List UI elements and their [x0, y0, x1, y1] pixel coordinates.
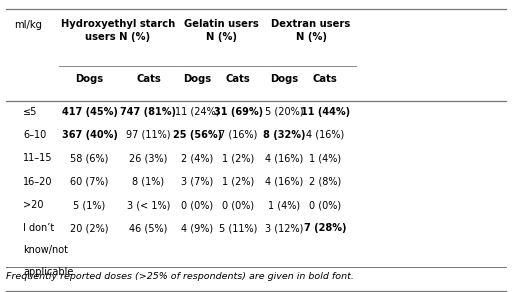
Text: 2 (8%): 2 (8%) — [309, 177, 341, 187]
Text: 58 (6%): 58 (6%) — [71, 153, 109, 163]
Text: ≤5: ≤5 — [23, 107, 37, 117]
Text: 5 (1%): 5 (1%) — [74, 200, 105, 210]
Text: 367 (40%): 367 (40%) — [61, 130, 118, 140]
Text: 747 (81%): 747 (81%) — [120, 107, 177, 117]
Text: 4 (16%): 4 (16%) — [306, 130, 344, 140]
Text: Dogs: Dogs — [76, 74, 103, 84]
Text: >20: >20 — [23, 200, 44, 210]
Text: Cats: Cats — [226, 74, 250, 84]
Text: 5 (11%): 5 (11%) — [219, 223, 257, 233]
Text: ml/kg: ml/kg — [14, 20, 42, 30]
Text: 4 (16%): 4 (16%) — [265, 153, 303, 163]
Text: 1 (4%): 1 (4%) — [268, 200, 300, 210]
Text: 11 (44%): 11 (44%) — [301, 107, 350, 117]
Text: 8 (1%): 8 (1%) — [133, 177, 164, 187]
Text: 6–10: 6–10 — [23, 130, 46, 140]
Text: Dogs: Dogs — [270, 74, 298, 84]
Text: Cats: Cats — [136, 74, 161, 84]
Text: 8 (32%): 8 (32%) — [263, 130, 306, 140]
Text: 11–15: 11–15 — [23, 153, 53, 163]
Text: 46 (5%): 46 (5%) — [130, 223, 167, 233]
Text: applicable: applicable — [23, 267, 73, 277]
Text: 4 (16%): 4 (16%) — [265, 177, 303, 187]
Text: 31 (69%): 31 (69%) — [214, 107, 263, 117]
Text: 3 (12%): 3 (12%) — [265, 223, 303, 233]
Text: 20 (2%): 20 (2%) — [70, 223, 109, 233]
Text: 2 (4%): 2 (4%) — [181, 153, 213, 163]
Text: I don’t: I don’t — [23, 223, 54, 233]
Text: 4 (9%): 4 (9%) — [181, 223, 213, 233]
Text: 25 (56%): 25 (56%) — [173, 130, 222, 140]
Text: 7 (28%): 7 (28%) — [304, 223, 347, 233]
Text: Gelatin users
N (%): Gelatin users N (%) — [184, 20, 259, 42]
Text: 97 (11%): 97 (11%) — [126, 130, 170, 140]
Text: 0 (0%): 0 (0%) — [222, 200, 254, 210]
Text: Cats: Cats — [313, 74, 337, 84]
Text: 60 (7%): 60 (7%) — [71, 177, 109, 187]
Text: know/not: know/not — [23, 245, 68, 255]
Text: Frequently reported doses (>25% of respondents) are given in bold font.: Frequently reported doses (>25% of respo… — [6, 272, 354, 281]
Text: Dextran users
N (%): Dextran users N (%) — [271, 20, 351, 42]
Text: 16–20: 16–20 — [23, 177, 53, 187]
Text: 1 (2%): 1 (2%) — [222, 177, 254, 187]
Text: 1 (2%): 1 (2%) — [222, 153, 254, 163]
Text: Dogs: Dogs — [183, 74, 211, 84]
Text: Hydroxyethyl starch
users N (%): Hydroxyethyl starch users N (%) — [60, 20, 175, 42]
Text: 7 (16%): 7 (16%) — [219, 130, 257, 140]
Text: 11 (24%): 11 (24%) — [175, 107, 219, 117]
Text: 3 (< 1%): 3 (< 1%) — [127, 200, 170, 210]
Text: 0 (0%): 0 (0%) — [181, 200, 213, 210]
Text: 5 (20%): 5 (20%) — [265, 107, 304, 117]
Text: 1 (4%): 1 (4%) — [309, 153, 341, 163]
Text: 26 (3%): 26 (3%) — [130, 153, 167, 163]
Text: 417 (45%): 417 (45%) — [61, 107, 118, 117]
Text: 3 (7%): 3 (7%) — [181, 177, 213, 187]
Text: 0 (0%): 0 (0%) — [309, 200, 341, 210]
